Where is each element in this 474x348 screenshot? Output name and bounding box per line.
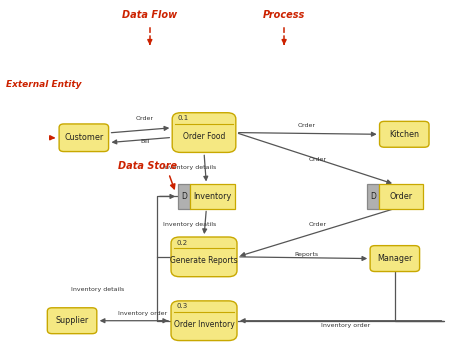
Bar: [379, 184, 423, 208]
Text: Order Inventory: Order Inventory: [173, 320, 234, 329]
Text: Inventory details: Inventory details: [163, 165, 217, 169]
Text: Supplier: Supplier: [55, 316, 89, 325]
Text: 0.2: 0.2: [177, 239, 188, 246]
Text: Order Food: Order Food: [183, 132, 225, 141]
Text: Order: Order: [309, 157, 327, 162]
Text: 0.3: 0.3: [177, 303, 188, 309]
Text: 0.1: 0.1: [178, 115, 189, 121]
Text: Inventory deatils: Inventory deatils: [163, 222, 217, 227]
Text: Manager: Manager: [377, 254, 412, 263]
Text: D: D: [181, 192, 187, 201]
FancyBboxPatch shape: [171, 301, 237, 341]
Text: Data Flow: Data Flow: [122, 10, 177, 21]
Text: Data Store: Data Store: [118, 160, 177, 171]
Text: Order: Order: [136, 116, 154, 121]
FancyBboxPatch shape: [59, 124, 109, 152]
Text: Inventory order: Inventory order: [321, 323, 370, 329]
Text: Customer: Customer: [64, 133, 103, 142]
Text: Reports: Reports: [295, 252, 319, 256]
Text: Order: Order: [298, 123, 316, 128]
Text: Inventory: Inventory: [193, 192, 232, 201]
Text: Order: Order: [390, 192, 412, 201]
Text: Bill: Bill: [140, 140, 150, 144]
FancyBboxPatch shape: [171, 237, 237, 277]
Text: External Entity: External Entity: [6, 80, 82, 89]
Text: Inventory order: Inventory order: [118, 311, 167, 316]
FancyBboxPatch shape: [370, 246, 419, 271]
Text: Order: Order: [309, 222, 327, 227]
Bar: [366, 184, 379, 208]
Bar: [178, 184, 191, 208]
FancyBboxPatch shape: [172, 113, 236, 152]
Text: Inventory details: Inventory details: [72, 287, 125, 292]
Text: Kitchen: Kitchen: [389, 130, 419, 139]
Bar: [191, 184, 235, 208]
Text: Process: Process: [263, 10, 305, 21]
Text: D: D: [370, 192, 376, 201]
FancyBboxPatch shape: [380, 121, 429, 147]
FancyBboxPatch shape: [47, 308, 97, 334]
Text: Generate Reports: Generate Reports: [170, 256, 238, 265]
